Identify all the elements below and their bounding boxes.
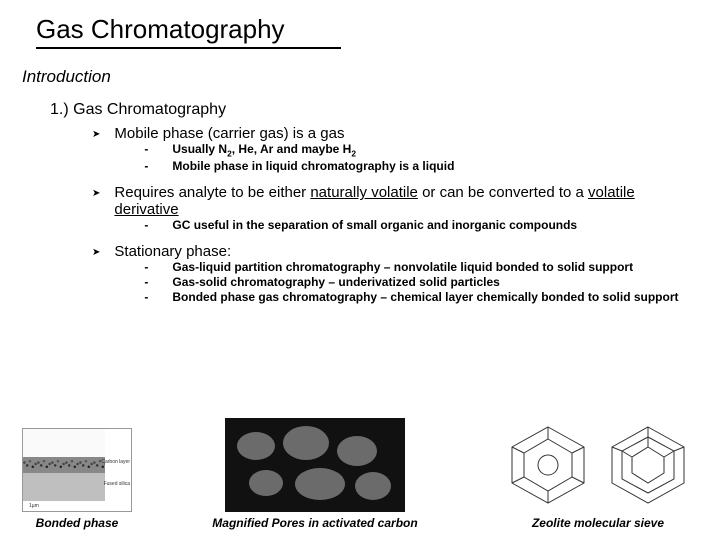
figure-activated-carbon: Magnified Pores in activated carbon [212,418,417,530]
dash-icon: - [144,159,148,173]
dash-icon: - [144,275,148,289]
dash-item: - Usually N2, He, Ar and maybe H2 [144,142,698,158]
dash-icon: - [144,218,148,232]
img-label: Carbon layer [101,459,130,465]
bullet-text: Mobile phase (carrier gas) is a gas [114,125,698,142]
bullet-list: ➤ Mobile phase (carrier gas) is a gas - … [92,125,698,305]
dash-item: - Gas-liquid partition chromatography – … [144,260,698,274]
arrow-icon: ➤ [92,188,100,199]
dash-text: Usually N2, He, Ar and maybe H2 [172,142,356,158]
img-label: 1µm [29,503,39,509]
dash-icon: - [144,142,148,156]
figure-caption: Magnified Pores in activated carbon [212,516,417,530]
arrow-icon: ➤ [92,247,100,258]
bullet-mobile-phase: ➤ Mobile phase (carrier gas) is a gas - … [92,125,698,174]
bullet-text: Requires analyte to be either naturally … [114,184,698,218]
title-underline [36,47,341,49]
dash-icon: - [144,290,148,304]
dash-item: - GC useful in the separation of small o… [144,218,698,232]
zeolite-lattice-icon [504,423,592,507]
bonded-phase-image: Carbon layer Fused silica 1µm [22,428,132,512]
figure-caption: Bonded phase [36,516,119,530]
bullet-stationary-phase: ➤ Stationary phase: - Gas-liquid partiti… [92,243,698,305]
section-subtitle: Introduction [22,67,698,87]
dash-text: GC useful in the separation of small org… [172,218,577,232]
dash-text: Mobile phase in liquid chromatography is… [172,159,454,173]
figure-row: Carbon layer Fused silica 1µm Bonded pha… [22,418,698,530]
bullet-volatile: ➤ Requires analyte to be either naturall… [92,184,698,233]
img-label: Fused silica [104,481,130,487]
dash-icon: - [144,260,148,274]
dash-text: Gas-liquid partition chromatography – no… [172,260,633,274]
dash-text: Gas-solid chromatography – underivatized… [172,275,499,289]
carbon-pores-image [225,418,405,512]
page-title: Gas Chromatography [36,14,698,45]
figure-caption: Zeolite molecular sieve [532,516,664,530]
numbered-heading: 1.) Gas Chromatography [50,101,698,119]
dash-text: Bonded phase gas chromatography – chemic… [172,290,678,304]
arrow-icon: ➤ [92,129,100,140]
zeolite-image [498,418,698,512]
dash-item: - Mobile phase in liquid chromatography … [144,159,698,173]
figure-zeolite: Zeolite molecular sieve [498,418,698,530]
dash-item: - Gas-solid chromatography – underivatiz… [144,275,698,289]
zeolite-lattice-icon [604,423,692,507]
figure-bonded-phase: Carbon layer Fused silica 1µm Bonded pha… [22,428,132,530]
bullet-text: Stationary phase: [114,243,698,260]
dash-item: - Bonded phase gas chromatography – chem… [144,290,698,304]
